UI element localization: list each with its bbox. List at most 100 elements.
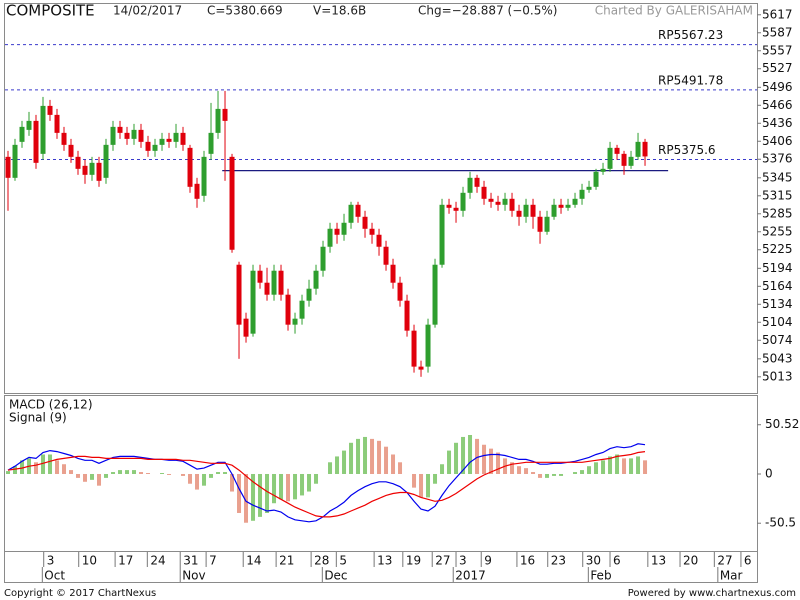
volume-info: V=18.6B bbox=[313, 4, 366, 18]
histogram-bar bbox=[391, 454, 396, 474]
histogram-bar bbox=[132, 470, 137, 474]
x-tick-label: 10 bbox=[82, 554, 97, 568]
histogram-bar bbox=[468, 434, 473, 474]
candle-body bbox=[82, 165, 88, 175]
candle-body bbox=[425, 324, 431, 367]
candle-body bbox=[355, 204, 361, 217]
candle-body bbox=[313, 270, 319, 289]
candle-body bbox=[40, 105, 46, 154]
histogram-bar bbox=[181, 473, 186, 476]
candle-body bbox=[278, 270, 284, 295]
candle-body bbox=[558, 204, 564, 208]
x-tick-label: 17 bbox=[118, 554, 133, 568]
month-label: Dec bbox=[324, 569, 347, 583]
histogram-bar bbox=[356, 438, 361, 474]
candle-body bbox=[257, 270, 263, 283]
x-tick-label: 14 bbox=[246, 554, 261, 568]
y-tick-label: 5104 bbox=[762, 315, 793, 329]
candle-body bbox=[215, 108, 221, 133]
level-label: RP5491.78 bbox=[658, 73, 723, 87]
histogram-bar bbox=[111, 472, 116, 474]
histogram-bar bbox=[531, 472, 536, 474]
candle-body bbox=[201, 156, 207, 196]
y-tick-label: 5194 bbox=[762, 261, 793, 275]
histogram-bar bbox=[146, 473, 151, 474]
candle-body bbox=[474, 177, 480, 187]
y-tick-label: -50.5 bbox=[765, 516, 796, 530]
candle-body bbox=[5, 156, 11, 178]
y-tick-label: 50.52 bbox=[765, 417, 799, 431]
histogram-bar bbox=[363, 436, 368, 474]
histogram-bar bbox=[209, 473, 214, 478]
candle-body bbox=[369, 228, 375, 235]
histogram-bar bbox=[125, 470, 130, 474]
histogram-bar bbox=[573, 472, 578, 474]
histogram-bar bbox=[496, 452, 501, 474]
candle-body bbox=[565, 204, 571, 208]
histogram-bar bbox=[538, 473, 543, 478]
histogram-bar bbox=[335, 456, 340, 474]
candle-body bbox=[593, 171, 599, 187]
candle-body bbox=[460, 192, 466, 211]
candle-body bbox=[635, 141, 641, 157]
candle-body bbox=[383, 246, 389, 265]
y-tick-label: 5013 bbox=[762, 369, 793, 383]
histogram-bar bbox=[62, 464, 67, 474]
candle-body bbox=[432, 264, 438, 325]
candle-body bbox=[145, 141, 151, 151]
candle-body bbox=[194, 183, 200, 199]
candle-body bbox=[628, 156, 634, 166]
candle-body bbox=[607, 147, 613, 169]
y-tick-label: 5345 bbox=[762, 170, 793, 184]
histogram-bar bbox=[314, 473, 319, 484]
x-tick-label: 13 bbox=[377, 554, 392, 568]
histogram-bar bbox=[279, 473, 284, 500]
month-label: Oct bbox=[44, 569, 65, 583]
histogram-bar bbox=[48, 454, 53, 474]
histogram-bar bbox=[251, 473, 256, 521]
histogram-bar bbox=[118, 470, 123, 474]
candle-body bbox=[516, 210, 522, 217]
candle-body bbox=[187, 147, 193, 187]
histogram-bar bbox=[167, 473, 172, 475]
x-tick-label: 21 bbox=[279, 554, 294, 568]
histogram-bar bbox=[412, 473, 417, 488]
histogram-bar bbox=[601, 460, 606, 474]
x-tick-label: 6 bbox=[744, 554, 752, 568]
x-tick-label: 13 bbox=[651, 554, 666, 568]
candle-body bbox=[68, 144, 74, 157]
month-label: Mar bbox=[720, 569, 743, 583]
candle-body bbox=[131, 129, 137, 139]
histogram-bar bbox=[237, 473, 242, 513]
histogram-bar bbox=[419, 473, 424, 498]
histogram-bar bbox=[55, 460, 60, 474]
y-tick-label: 5043 bbox=[762, 351, 793, 365]
candle-body bbox=[208, 132, 214, 154]
candle-body bbox=[446, 204, 452, 208]
histogram-bar bbox=[552, 473, 557, 476]
y-tick-label: 5436 bbox=[762, 116, 793, 130]
candle-body bbox=[61, 132, 67, 145]
candle-body bbox=[418, 366, 424, 370]
candle-body bbox=[537, 216, 543, 232]
candle-body bbox=[250, 270, 256, 334]
y-tick-label: 5315 bbox=[762, 188, 793, 202]
histogram-bar bbox=[20, 460, 25, 474]
histogram-bar bbox=[69, 470, 74, 474]
month-label: Nov bbox=[182, 569, 205, 583]
histogram-bar bbox=[475, 438, 480, 474]
histogram-bar bbox=[97, 473, 102, 486]
candle-body bbox=[54, 114, 60, 133]
y-tick-label: 5164 bbox=[762, 279, 793, 293]
histogram-bar bbox=[580, 470, 585, 474]
candle-body bbox=[572, 198, 578, 205]
y-tick-label: 5557 bbox=[762, 43, 793, 57]
y-tick-label: 5527 bbox=[762, 61, 793, 75]
candle-body bbox=[467, 177, 473, 193]
candle-body bbox=[481, 186, 487, 199]
candle-body bbox=[306, 288, 312, 301]
histogram-bar bbox=[223, 472, 228, 474]
y-tick-label: 5255 bbox=[762, 224, 793, 238]
month-label: Feb bbox=[590, 569, 611, 583]
